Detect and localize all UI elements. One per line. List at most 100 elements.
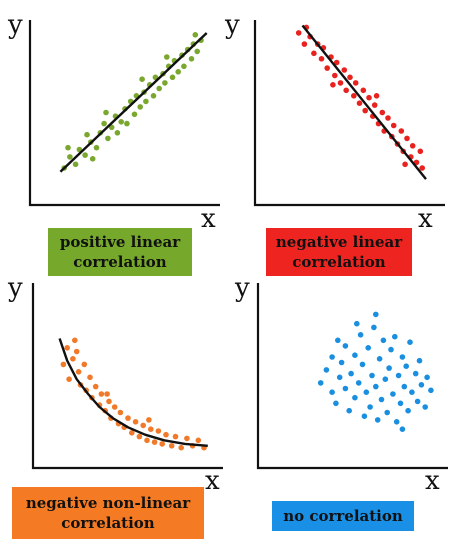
trend-curve bbox=[58, 338, 208, 447]
data-point bbox=[98, 391, 105, 397]
chart-plot-area bbox=[256, 283, 448, 470]
chart-title: negative non-linear correlation bbox=[12, 487, 204, 539]
data-point bbox=[403, 363, 409, 369]
data-point bbox=[103, 109, 109, 116]
data-point bbox=[92, 383, 99, 390]
data-point bbox=[379, 109, 386, 116]
data-point bbox=[385, 115, 391, 121]
chart-plot-area bbox=[31, 283, 223, 470]
data-point bbox=[104, 391, 110, 397]
data-point bbox=[424, 374, 430, 381]
data-point bbox=[397, 400, 404, 407]
data-point bbox=[351, 93, 357, 99]
data-point bbox=[164, 54, 170, 60]
data-point bbox=[362, 107, 368, 114]
data-point bbox=[371, 324, 377, 331]
chart-no-correlation: y x no correlation bbox=[225, 275, 450, 550]
data-point bbox=[390, 122, 397, 129]
data-point bbox=[412, 370, 419, 377]
data-point bbox=[87, 374, 93, 381]
data-point bbox=[295, 30, 302, 36]
data-point bbox=[352, 394, 358, 401]
data-point bbox=[407, 339, 413, 345]
data-point bbox=[118, 119, 124, 125]
data-point bbox=[181, 63, 187, 70]
data-point bbox=[352, 352, 358, 358]
data-point bbox=[146, 417, 152, 423]
data-point bbox=[60, 361, 67, 368]
data-point bbox=[136, 433, 143, 440]
data-point bbox=[386, 365, 392, 371]
data-point bbox=[409, 389, 415, 395]
data-point bbox=[401, 383, 408, 390]
data-point bbox=[338, 359, 345, 366]
data-point bbox=[131, 111, 138, 118]
data-point bbox=[72, 161, 79, 168]
data-point bbox=[341, 67, 348, 73]
data-point bbox=[373, 383, 379, 390]
data-point bbox=[352, 80, 359, 86]
data-point bbox=[354, 320, 360, 327]
axes bbox=[31, 283, 223, 470]
data-point bbox=[332, 72, 338, 79]
data-point bbox=[311, 50, 317, 57]
data-point bbox=[184, 435, 190, 442]
data-point bbox=[402, 161, 408, 168]
data-point bbox=[399, 426, 406, 432]
data-point bbox=[405, 407, 411, 414]
data-point bbox=[144, 437, 150, 444]
data-point bbox=[162, 80, 168, 86]
data-point bbox=[348, 370, 354, 377]
data-point bbox=[422, 404, 428, 410]
x-axis-label: x bbox=[418, 204, 433, 234]
data-point bbox=[114, 130, 121, 136]
data-point bbox=[388, 346, 394, 353]
data-point bbox=[317, 380, 324, 386]
data-point bbox=[365, 345, 371, 351]
x-axis-label: x bbox=[201, 204, 216, 234]
data-point bbox=[382, 376, 389, 382]
data-point bbox=[64, 345, 70, 351]
data-point bbox=[373, 311, 379, 318]
data-point bbox=[175, 69, 181, 75]
data-point bbox=[155, 428, 162, 434]
data-point bbox=[357, 332, 364, 338]
data-point bbox=[111, 404, 118, 410]
data-point bbox=[124, 120, 130, 127]
data-point bbox=[81, 361, 88, 368]
data-point bbox=[390, 391, 396, 397]
data-point bbox=[72, 337, 78, 344]
data-point bbox=[419, 165, 425, 171]
data-point bbox=[168, 443, 175, 449]
x-axis-label: x bbox=[205, 466, 220, 496]
trend-line bbox=[301, 24, 427, 180]
data-point bbox=[93, 144, 100, 151]
data-point bbox=[148, 426, 154, 432]
data-point bbox=[409, 143, 416, 149]
data-point bbox=[75, 369, 82, 375]
data-point bbox=[393, 419, 400, 425]
data-point bbox=[132, 419, 139, 425]
y-axis-label: y bbox=[235, 273, 250, 303]
data-point bbox=[67, 154, 73, 160]
data-point bbox=[384, 409, 390, 416]
data-point bbox=[89, 156, 96, 162]
data-point bbox=[106, 398, 112, 405]
axes bbox=[253, 20, 445, 207]
data-point bbox=[324, 65, 330, 71]
data-point bbox=[329, 354, 335, 360]
data-point bbox=[363, 389, 370, 395]
data-point bbox=[301, 41, 308, 47]
data-point bbox=[151, 439, 158, 445]
y-axis-label: y bbox=[225, 10, 240, 40]
data-point bbox=[82, 152, 88, 158]
chart-title: negative linear correlation bbox=[266, 228, 412, 276]
data-point bbox=[404, 135, 410, 142]
data-point bbox=[172, 433, 179, 440]
data-point bbox=[398, 128, 405, 134]
data-point bbox=[367, 404, 373, 410]
data-point bbox=[333, 400, 339, 407]
chart-negative-linear: y x negative linear correlation bbox=[225, 0, 450, 276]
data-point bbox=[139, 76, 145, 82]
chart-title: no correlation bbox=[272, 501, 414, 531]
